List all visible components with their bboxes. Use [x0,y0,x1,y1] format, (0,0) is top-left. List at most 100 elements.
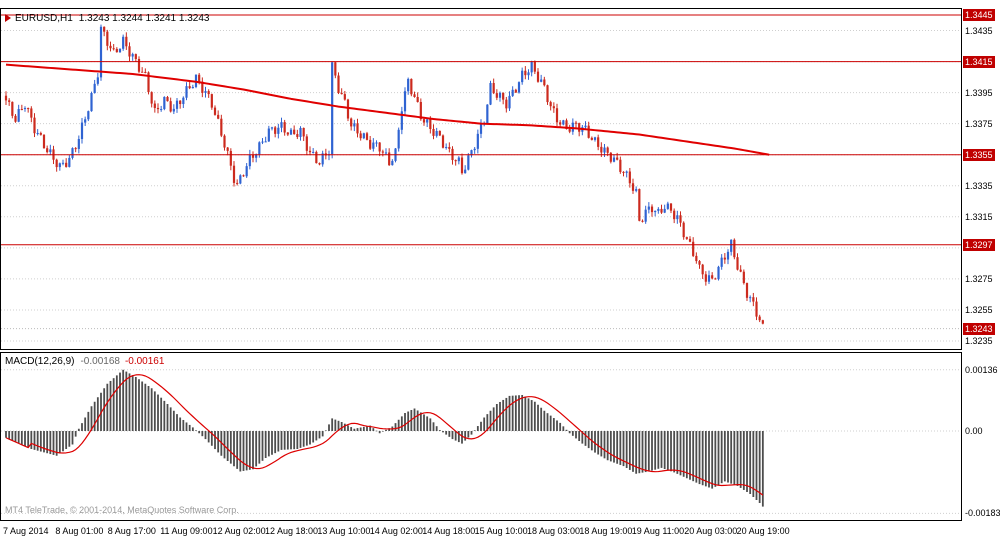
macd-bar [445,431,448,435]
candle-body [293,129,296,135]
candle-body [457,157,460,162]
candle-body [223,135,226,148]
horizontal-level-lines[interactable] [1,14,961,246]
time-label: 20 Aug 03:00 [684,526,738,536]
macd-bar [36,431,39,451]
candle-body [302,127,305,137]
macd-bar [204,431,207,440]
candle-body [555,108,559,123]
macd-name: MACD(12,26,9) [5,356,75,367]
price-chart-panel[interactable]: EURUSD,H1 1.3243 1.3244 1.3241 1.3243 [0,8,962,350]
candle-body [106,31,109,46]
candle-body [207,91,210,95]
candle-body [321,153,324,165]
candle-body [695,255,698,262]
macd-bar [8,431,11,440]
price-axis[interactable]: 1.3435 1.3395 1.3375 1.3335 1.3315 1.3275 1.32… [963,8,1000,350]
candle-body [305,136,308,151]
candle-body [441,135,445,148]
candle-body [340,92,343,95]
price-tick-label: 1.3395 [965,87,993,98]
macd-bar [761,431,764,507]
macd-bar [182,419,185,431]
macd-bar [492,407,495,431]
macd-axis[interactable]: 0.00136 0.00 -0.00183 [963,352,1000,521]
macd-bar [489,410,492,431]
macd-bar [366,426,368,431]
macd-bar [521,395,524,431]
candle-body [115,48,118,53]
candle-body [128,46,131,57]
macd-bar [695,431,698,483]
macd-bar [309,431,311,445]
macd-panel[interactable]: MACD(12,26,9) -0.00168 -0.00161 MT4 TeleTr… [0,352,962,521]
candle-body [530,61,533,73]
macd-bar [138,379,140,431]
macd-bar [682,431,685,477]
candle-body [505,99,508,109]
candle-body [593,137,597,140]
macd-bar [353,428,356,431]
macd-bar [685,431,688,479]
candle-body [270,127,274,129]
candle-body [666,203,669,209]
macd-bar [372,428,375,431]
candle-body [679,215,682,223]
macd-bar [552,418,555,431]
macd-bar [245,431,248,471]
candle-body [4,95,8,101]
candle-body [663,208,666,213]
candle-body [574,122,578,124]
macd-bar [429,418,432,431]
candle-body [752,297,755,302]
candle-body [42,134,46,149]
macd-bar [476,426,479,431]
macd-bar [49,431,52,455]
macd-bar [619,431,622,465]
candle-body [745,283,749,298]
candle-body [169,101,172,112]
macd-bar [755,431,758,500]
price-tick-label: 1.3435 [965,25,993,36]
candle-body [350,118,353,127]
macd-canvas[interactable] [1,353,961,520]
candle-body [540,79,543,82]
time-label: 13 Aug 10:00 [317,526,371,536]
candle-body [93,83,96,94]
one-click-trading-arrow[interactable] [5,14,11,23]
candle-body [359,133,362,139]
price-tick-label: 1.3275 [965,273,993,284]
candle-body [77,139,80,149]
macd-bar [742,431,745,490]
macd-bar [622,431,625,467]
macd-bar [423,414,425,431]
macd-bar [676,431,679,474]
candle-body [308,150,312,153]
macd-bar [530,400,533,431]
macd-bar [109,380,112,431]
candle-body [286,132,289,135]
time-label: 20 Aug 19:00 [736,526,790,536]
candle-body [612,157,616,162]
candle-body [213,107,217,115]
macd-bar [337,420,340,431]
candle-body [160,109,163,111]
macd-bar [14,431,17,442]
macd-bar [670,431,672,472]
macd-bar [191,427,194,431]
macd-bar [362,426,365,431]
macd-bar [571,431,574,436]
macd-bar [150,388,153,431]
macd-bar [467,431,470,438]
moving-average-line[interactable] [5,63,770,156]
candle-body [717,266,720,280]
candle-body [619,159,622,172]
macd-bar [749,431,752,494]
time-axis[interactable]: 7 Aug 2014 8 Aug 01:00 8 Aug 17:00 11 Aug 0… [0,522,1000,543]
candle-body [720,257,723,267]
price-chart-canvas[interactable] [1,9,961,349]
candle-body [381,151,384,153]
macd-bar [597,431,600,455]
chart-title: EURUSD,H1 1.3243 1.3244 1.3241 1.3243 [5,13,209,24]
macd-bar [58,431,61,454]
